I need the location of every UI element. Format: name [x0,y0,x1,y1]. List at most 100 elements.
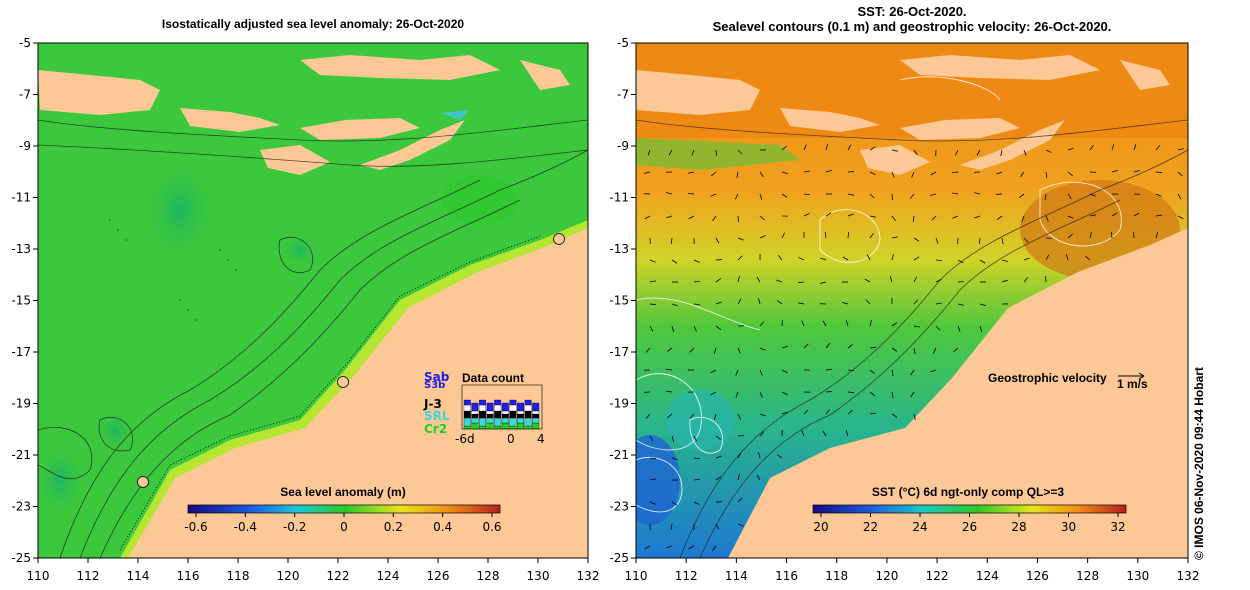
sst-map [636,43,1188,558]
velocity-arrow [1045,215,1049,222]
velocity-arrow [693,457,701,460]
velocity-arrow [649,259,656,263]
velocity-arrow [891,254,894,261]
sat-label-sab: Sab [424,370,450,384]
velocity-arrow [693,435,697,442]
velocity-arrow [979,259,986,264]
data-count-bar [524,417,532,427]
velocity-arrow [820,257,827,261]
data-count-bar [517,402,524,412]
lat-tick-label: -9 [617,139,629,153]
colorbar-tick-label: 0.6 [482,520,501,534]
velocity-arrow [845,320,849,327]
velocity-arrow [847,231,850,239]
data-count-bar [486,413,494,419]
velocity-arrow [1001,279,1008,283]
velocity-arrow [759,215,765,221]
velocity-arrow [688,215,695,220]
velocity-arrow [820,281,827,284]
velocity-arrow [781,391,788,396]
lon-tick-label: 112 [77,569,100,583]
velocity-arrow [847,193,854,196]
velocity-arrow [714,413,717,420]
lon-tick-label: 118 [825,569,848,583]
data-count-bar [532,417,540,424]
velocity-arrow [913,256,920,261]
data-count-bar [479,404,486,412]
data-count-bar [524,399,532,406]
velocity-arrow [847,409,853,415]
colorbar-tick-label: 24 [912,520,927,534]
data-count-bar [471,402,479,412]
velocity-arrow [666,192,673,195]
velocity-arrow [847,343,853,349]
data-count-title: Data count [462,371,524,385]
velocity-arrow [869,193,875,199]
velocity-arrow [1177,148,1184,151]
velocity-arrow [735,369,739,376]
velocity-arrow [979,325,983,332]
velocity-arrow [869,146,876,151]
velocity-arrow [649,457,657,459]
velocity-arrow [847,213,854,217]
sst-colorbar: SST (°C) 6d ngt-only comp QL>=3 20 22 24 26… [812,485,1127,534]
velocity-arrow [1177,171,1183,177]
colorbar-tick-label: 22 [863,520,878,534]
lon-tick-label: 120 [277,569,300,583]
velocity-arrow [976,149,981,156]
velocity-arrow [645,347,651,353]
data-count-bar [501,422,509,430]
velocity-arrow [1021,215,1025,222]
velocity-arrow [689,347,695,353]
velocity-arrow [715,523,720,530]
velocity-arrow [891,236,898,239]
velocity-arrow [930,193,937,196]
velocity-arrow [825,368,833,371]
velocity-arrow [847,369,855,372]
velocity-legend-label: Geostrophic velocity [988,371,1107,385]
velocity-arrow [666,368,673,371]
velocity-arrow [737,474,740,481]
velocity-arrow [647,149,651,156]
velocity-arrow [1045,171,1048,179]
velocity-arrow [935,302,942,305]
colorbar-tick-label: -0.6 [184,520,207,534]
velocity-arrow [671,259,678,264]
lon-tick-label: 110 [27,569,50,583]
data-count-bar [494,410,502,419]
velocity-arrow [649,501,656,505]
velocity-arrow [645,413,651,419]
velocity-arrow [691,149,695,156]
velocity-arrow [869,391,876,396]
colorbar-tick-label: -0.4 [234,520,257,534]
velocity-arrow [845,430,849,437]
velocity-arrow [1133,212,1140,217]
velocity-arrow [737,255,743,261]
lat-tick-label: -7 [617,88,629,102]
velocity-arrow [801,320,805,327]
velocity-arrow [978,237,981,245]
velocity-arrow [1067,147,1074,151]
velocity-arrow [957,259,964,264]
velocity-arrow [756,276,761,283]
velocity-arrow [847,144,852,151]
lat-tick-label: -13 [11,242,31,256]
velocity-arrow [866,254,871,261]
tide-gauge-marker [553,233,565,245]
velocity-arrow [1065,254,1069,261]
velocity-arrow [671,501,678,506]
lon-tick-label: 130 [1126,569,1149,583]
velocity-arrow [891,347,898,352]
velocity-arrow [1155,171,1163,174]
lat-tick-label: -23 [609,500,629,514]
velocity-arrow [644,171,651,174]
velocity-arrow [1023,257,1030,261]
data-count-bar [517,410,524,415]
data-count-bar [517,417,524,424]
lon-tick-label: 128 [477,569,500,583]
velocity-arrow [798,257,805,261]
sat-label-s3b: S3b [424,380,445,391]
velocity-arrow [759,347,766,351]
velocity-arrow [822,320,827,327]
